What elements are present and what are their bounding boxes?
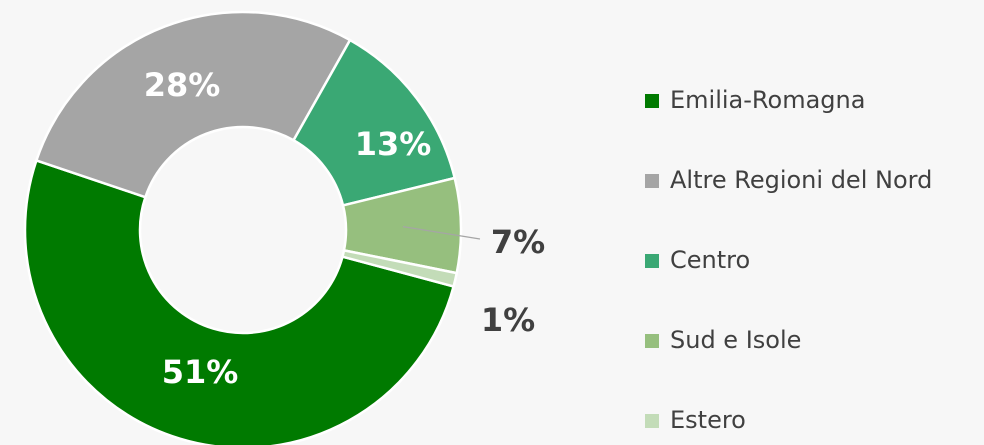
slice: [34, 10, 352, 199]
slice: [291, 38, 457, 207]
legend-label: Sud e Isole: [670, 326, 801, 354]
legend-swatch: [645, 254, 659, 268]
legend-label: Emilia-Romagna: [670, 86, 865, 114]
legend-label: Altre Regioni del Nord: [670, 166, 932, 194]
data-label: 13%: [355, 125, 432, 163]
legend-swatch: [645, 334, 659, 348]
legend-label: Centro: [670, 246, 750, 274]
legend-swatch: [645, 414, 659, 428]
leader-line: [402, 226, 481, 240]
data-label: 7%: [491, 223, 545, 261]
data-label: 28%: [144, 66, 221, 104]
legend-swatch: [645, 174, 659, 188]
slice: [23, 158, 456, 445]
legend-label: Estero: [670, 406, 746, 434]
data-label: 1%: [481, 301, 535, 339]
data-label: 51%: [162, 353, 239, 391]
slice: [340, 248, 459, 288]
legend-swatch: [645, 94, 659, 108]
